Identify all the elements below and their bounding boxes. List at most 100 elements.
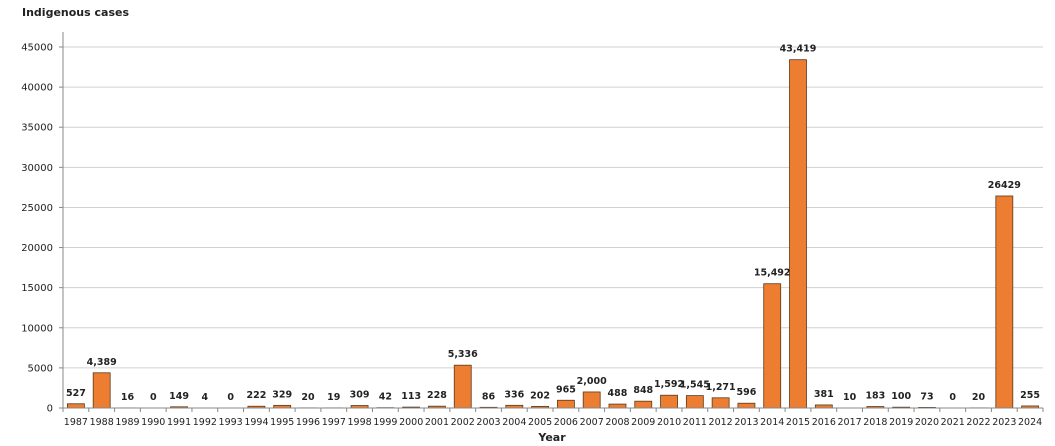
- x-tick-label: 2014: [760, 417, 784, 428]
- y-tick-label: 30000: [21, 163, 53, 174]
- x-tick-label: 1992: [193, 417, 217, 428]
- x-tick-label: 2020: [915, 417, 939, 428]
- x-axis-ticks: 1987 1988 1989 1990 1991 1992 1993 1994 1995 1996…: [62, 408, 1044, 428]
- data-labels: 527 4,389 16 0 149 4 0 222 329 20 19 309 42 113 228 5,3…: [66, 44, 1040, 403]
- y-tick-label: 45000: [21, 43, 53, 54]
- x-tick-label: 2022: [966, 417, 990, 428]
- x-tick-label: 2017: [837, 417, 861, 428]
- data-label: 965: [556, 384, 576, 395]
- data-label: 43,419: [780, 44, 817, 55]
- data-label: 2,000: [577, 376, 607, 387]
- x-tick-label: 2011: [683, 417, 707, 428]
- data-label: 4,389: [87, 357, 117, 368]
- x-tick-label: 1988: [90, 417, 114, 428]
- data-label: 222: [246, 390, 266, 401]
- x-tick-label: 2018: [863, 417, 887, 428]
- bar: [66, 403, 85, 409]
- bars: [66, 59, 1040, 409]
- x-tick-label: 2012: [709, 417, 733, 428]
- data-label: 488: [608, 388, 628, 399]
- bar: [92, 372, 111, 409]
- data-label: 0: [150, 392, 157, 403]
- x-tick-label: 2013: [734, 417, 758, 428]
- bar: [660, 394, 678, 409]
- x-tick-label: 2021: [941, 417, 965, 428]
- data-label: 329: [272, 389, 292, 400]
- x-tick-label: 2019: [889, 417, 913, 428]
- data-label: 1,271: [706, 382, 736, 393]
- data-label: 527: [66, 388, 86, 399]
- x-tick-label: 2008: [605, 417, 629, 428]
- data-label: 381: [814, 389, 834, 400]
- y-axis-ticks: 0 5000 10000 15000 20000 25000 30000 35000 40000…: [21, 43, 63, 415]
- bar: [608, 403, 627, 409]
- x-tick-label: 1998: [347, 417, 371, 428]
- y-tick-label: 0: [47, 404, 53, 415]
- data-label: 0: [949, 392, 956, 403]
- data-label: 73: [920, 391, 933, 402]
- gridlines: [63, 46, 1043, 369]
- bar: [789, 59, 807, 409]
- data-label: 336: [504, 389, 524, 400]
- data-label: 5,336: [448, 349, 478, 360]
- data-label: 596: [736, 387, 756, 398]
- data-label: 15,492: [754, 268, 791, 279]
- y-tick-label: 20000: [21, 243, 53, 254]
- y-tick-label: 25000: [21, 203, 53, 214]
- bar: [763, 283, 782, 409]
- x-tick-label: 2000: [399, 417, 423, 428]
- y-tick-label: 40000: [21, 83, 53, 94]
- x-tick-label: 2023: [992, 417, 1016, 428]
- data-label: 202: [530, 390, 550, 401]
- bar: [453, 364, 472, 409]
- data-label: 255: [1020, 390, 1040, 401]
- x-tick-label: 2006: [554, 417, 578, 428]
- x-tick-label: 2024: [1018, 417, 1042, 428]
- x-tick-label: 1997: [322, 417, 346, 428]
- bar: [995, 195, 1014, 409]
- data-label: 149: [169, 391, 189, 402]
- data-label: 848: [633, 385, 653, 396]
- x-tick-label: 2004: [502, 417, 526, 428]
- x-tick-label: 2005: [528, 417, 552, 428]
- data-label: 10: [843, 392, 857, 403]
- data-label: 1,545: [680, 380, 710, 391]
- bar: [556, 399, 575, 409]
- data-label: 113: [401, 391, 421, 402]
- data-label: 86: [482, 391, 496, 402]
- x-tick-label: 2016: [812, 417, 836, 428]
- x-tick-label: 1994: [244, 417, 268, 428]
- x-tick-label: 2007: [580, 417, 604, 428]
- x-tick-label: 1991: [167, 417, 191, 428]
- data-label: 20: [301, 392, 315, 403]
- y-tick-label: 15000: [21, 283, 53, 294]
- x-tick-label: 1996: [296, 417, 320, 428]
- x-tick-label: 1990: [141, 417, 165, 428]
- x-tick-label: 1987: [64, 417, 88, 428]
- x-tick-label: 2001: [425, 417, 449, 428]
- x-tick-label: 2010: [657, 417, 681, 428]
- data-label: 26429: [988, 180, 1021, 191]
- x-tick-label: 2002: [451, 417, 475, 428]
- bar: [711, 397, 730, 409]
- x-axis-title: Year: [537, 431, 566, 444]
- data-label: 228: [427, 390, 447, 401]
- x-tick-label: 1993: [219, 417, 243, 428]
- data-label: 183: [865, 391, 885, 402]
- x-tick-label: 1999: [373, 417, 397, 428]
- y-tick-label: 5000: [28, 363, 53, 374]
- data-label: 16: [121, 392, 135, 403]
- bar: [634, 400, 653, 409]
- x-tick-label: 2003: [476, 417, 500, 428]
- data-label: 309: [350, 390, 370, 401]
- data-label: 19: [327, 392, 340, 403]
- bar: [685, 395, 704, 409]
- bar: [582, 391, 601, 409]
- x-tick-label: 1995: [270, 417, 294, 428]
- x-tick-label: 2015: [786, 417, 810, 428]
- data-label: 0: [227, 392, 234, 403]
- data-label: 42: [379, 392, 392, 403]
- y-tick-label: 35000: [21, 123, 53, 134]
- x-tick-label: 1989: [115, 417, 139, 428]
